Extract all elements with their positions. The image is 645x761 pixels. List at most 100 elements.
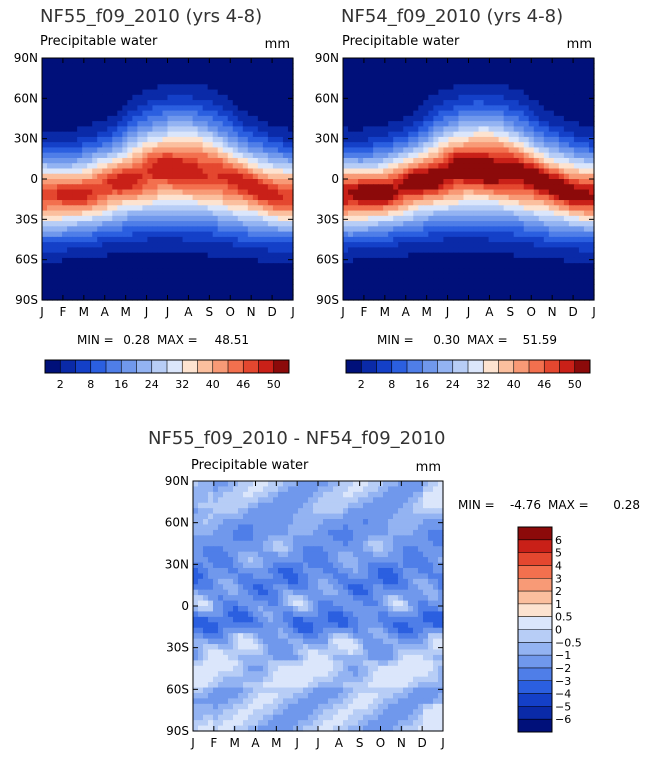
heatmap-cell	[573, 189, 580, 196]
heatmap-cell	[468, 247, 475, 254]
heatmap-cell	[137, 84, 143, 91]
heatmap-cell	[413, 205, 419, 212]
heatmap-cell	[282, 68, 289, 75]
heatmap-cell	[578, 294, 585, 301]
heatmap-cell	[217, 73, 224, 80]
heatmap-cell	[368, 257, 374, 264]
heatmap-cell	[147, 215, 154, 222]
heatmap-cell	[523, 278, 530, 285]
heatmap-cell	[343, 115, 349, 122]
colorbar-label: 16	[415, 378, 429, 391]
heatmap-cell	[563, 289, 570, 296]
heatmap-cell	[383, 184, 389, 191]
heatmap-cell	[92, 115, 98, 122]
heatmap-cell	[318, 486, 324, 493]
heatmap-cell	[162, 157, 169, 164]
colorbar-swatch	[167, 360, 183, 373]
heatmap-cell	[493, 236, 500, 243]
heatmap-cell	[182, 100, 189, 106]
heatmap-cell	[112, 136, 118, 143]
heatmap-cell	[463, 289, 470, 296]
heatmap-cell	[177, 194, 184, 201]
heatmap-cell	[448, 278, 455, 285]
heatmap-cell	[548, 284, 555, 291]
heatmap-cell	[493, 126, 500, 133]
heatmap-cell	[463, 200, 470, 206]
heatmap-cell	[518, 68, 525, 75]
heatmap-cell	[247, 257, 254, 264]
heatmap-cell	[538, 58, 545, 64]
heatmap-cell	[323, 491, 329, 498]
heatmap-cell	[513, 73, 520, 80]
heatmap-cell	[217, 200, 224, 206]
heatmap-cell	[167, 163, 174, 170]
heatmap-cell	[343, 184, 349, 191]
heatmap-cell	[368, 142, 374, 149]
heatmap-cell	[543, 157, 550, 164]
heatmap-cell	[413, 284, 419, 291]
heatmap-cell	[52, 73, 58, 80]
heatmap-cell	[72, 221, 78, 227]
heatmap-cell	[493, 89, 500, 96]
heatmap-cell	[257, 236, 264, 243]
x-tick-label: M	[120, 305, 130, 319]
heatmap-cell	[373, 73, 379, 80]
heatmap-cell	[152, 110, 159, 117]
heatmap-cell	[247, 173, 254, 180]
heatmap-cell	[378, 210, 384, 217]
heatmap-cell	[87, 110, 93, 117]
heatmap-cell	[588, 189, 595, 196]
heatmap-cell	[548, 184, 555, 191]
heatmap-cell	[483, 284, 490, 291]
heatmap-cell	[77, 268, 83, 275]
heatmap-cell	[348, 481, 354, 488]
heatmap-cell	[217, 278, 224, 285]
heatmap-cell	[543, 100, 550, 106]
heatmap-cell	[247, 105, 254, 112]
heatmap-cell	[42, 58, 48, 64]
heatmap-cell	[117, 173, 123, 180]
heatmap-cell	[82, 105, 88, 112]
heatmap-cell	[493, 200, 500, 206]
heatmap-cell	[72, 179, 78, 185]
heatmap-cell	[378, 152, 384, 159]
heatmap-cell	[202, 231, 209, 238]
heatmap-cell	[212, 100, 219, 106]
heatmap-cell	[558, 268, 565, 275]
heatmap-cell	[503, 173, 510, 180]
x-tick-label: M	[421, 305, 431, 319]
heatmap-cell	[523, 289, 530, 296]
heatmap-cell	[548, 168, 555, 175]
heatmap-cell	[578, 121, 585, 127]
heatmap-cell	[282, 215, 289, 222]
heatmap-cell	[533, 215, 540, 222]
heatmap-cell	[538, 136, 545, 143]
heatmap-cell	[102, 200, 108, 206]
heatmap-cell	[52, 273, 58, 280]
heatmap-cell	[543, 79, 550, 85]
heatmap-cell	[473, 268, 480, 275]
heatmap-cell	[503, 215, 510, 222]
heatmap-cell	[428, 289, 434, 296]
heatmap-cell	[583, 184, 590, 191]
heatmap-cell	[202, 194, 209, 201]
heatmap-cell	[578, 142, 585, 149]
heatmap-cell	[122, 278, 128, 285]
heatmap-cell	[523, 247, 530, 254]
heatmap-cell	[192, 89, 199, 96]
heatmap-cell	[538, 84, 545, 91]
heatmap-cell	[62, 284, 68, 291]
heatmap-cell	[62, 184, 68, 191]
heatmap-cell	[568, 94, 575, 101]
heatmap-cell	[428, 157, 434, 164]
heatmap-cell	[47, 226, 53, 233]
heatmap-cell	[267, 289, 274, 296]
heatmap-cell	[473, 121, 480, 127]
heatmap-cell	[518, 221, 525, 227]
heatmap-cell	[583, 136, 590, 143]
heatmap-cell	[122, 200, 128, 206]
heatmap-cell	[67, 268, 73, 275]
heatmap-cell	[212, 121, 219, 127]
heatmap-cell	[87, 105, 93, 112]
heatmap-cell	[458, 257, 465, 264]
